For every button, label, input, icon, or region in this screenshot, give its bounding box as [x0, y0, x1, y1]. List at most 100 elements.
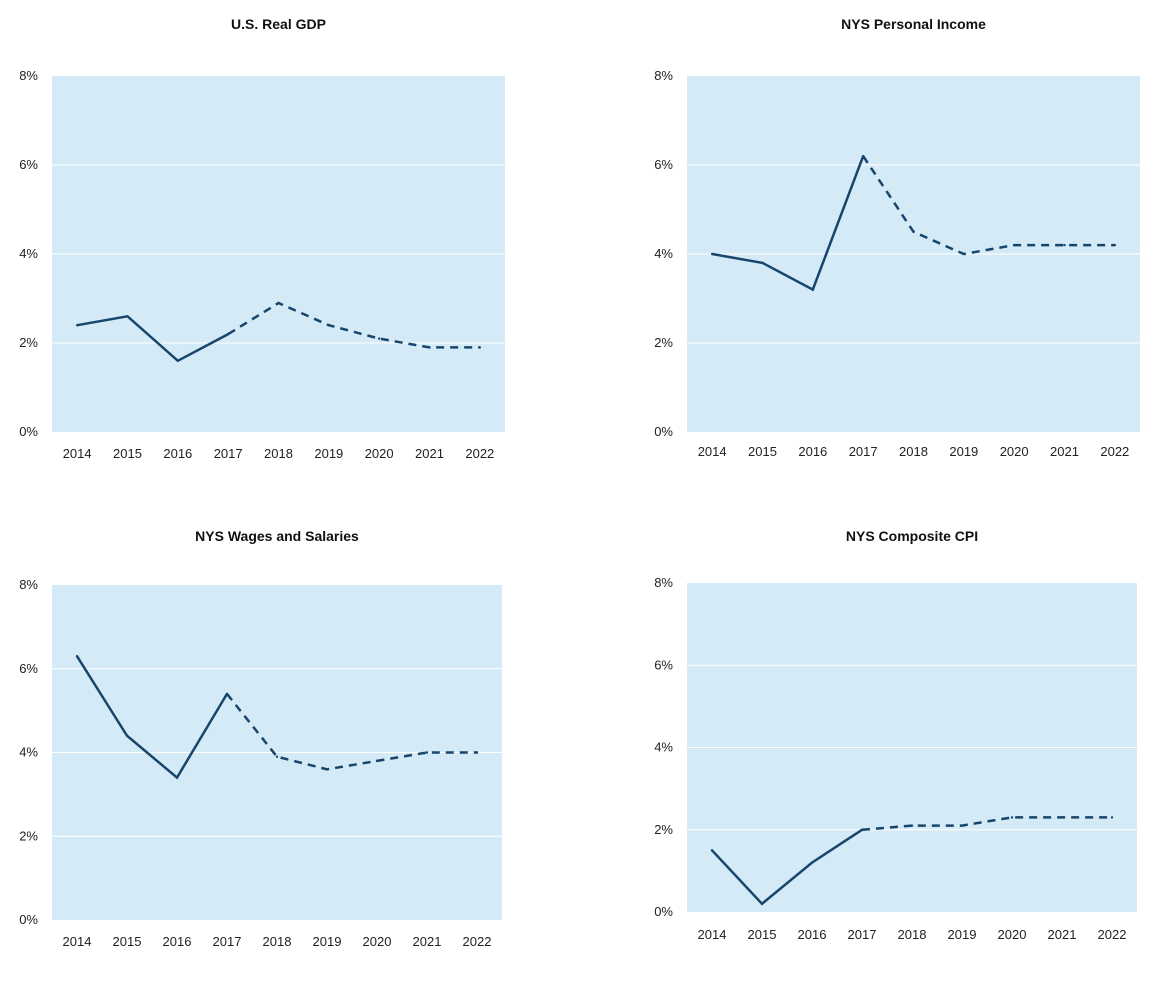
y-tick-label: 6% — [654, 157, 673, 172]
y-tick-label: 2% — [654, 335, 673, 350]
x-tick-label: 2022 — [1098, 927, 1127, 942]
x-tick-label: 2018 — [264, 446, 293, 461]
y-tick-label: 0% — [654, 904, 673, 919]
x-tick-label: 2016 — [163, 446, 192, 461]
y-tick-label: 4% — [654, 246, 673, 261]
data-point — [810, 861, 814, 864]
x-tick-label: 2022 — [465, 446, 494, 461]
y-tick-label: 4% — [654, 740, 673, 755]
series-line-actual — [711, 828, 863, 906]
data-point — [375, 759, 379, 763]
y-tick-label: 8% — [19, 68, 38, 83]
y-tick-label: 0% — [19, 424, 38, 439]
data-point — [125, 734, 129, 737]
data-point — [1012, 243, 1016, 247]
data-point — [325, 768, 329, 771]
data-point — [710, 252, 714, 256]
x-tick-label: 2019 — [949, 444, 978, 459]
data-point — [861, 154, 865, 158]
data-point — [428, 346, 431, 349]
x-tick-label: 2015 — [748, 444, 777, 459]
y-tick-label: 2% — [19, 335, 38, 350]
chart-title: NYS Personal Income — [841, 16, 986, 32]
x-tick-label: 2017 — [848, 927, 877, 942]
x-tick-label: 2016 — [798, 927, 827, 942]
data-point — [327, 324, 331, 327]
x-tick-label: 2014 — [698, 927, 727, 942]
data-point — [811, 288, 815, 291]
chart-title: NYS Composite CPI — [846, 528, 978, 544]
y-tick-label: 0% — [19, 912, 38, 927]
data-point — [377, 337, 381, 340]
data-point — [912, 230, 915, 233]
x-tick-label: 2020 — [363, 934, 392, 949]
data-point — [960, 824, 964, 827]
data-point — [175, 776, 179, 779]
x-tick-label: 2016 — [798, 444, 827, 459]
y-tick-label: 4% — [19, 246, 38, 261]
chart-nys-personal-income: NYS Personal Income 0% 2% 4% 6% 8% 2014 2015 201… — [585, 0, 1169, 490]
data-point — [126, 315, 129, 318]
data-point — [226, 332, 230, 336]
data-point — [1113, 243, 1117, 247]
x-tick-label: 2021 — [1048, 927, 1077, 942]
data-point — [860, 828, 864, 831]
data-point — [176, 359, 180, 362]
y-tick-label: 6% — [654, 657, 673, 672]
x-tick-label: 2016 — [163, 934, 192, 949]
y-tick-label: 6% — [19, 157, 38, 172]
x-tick-label: 2018 — [898, 927, 927, 942]
data-point — [475, 751, 479, 754]
x-tick-label: 2014 — [698, 444, 727, 459]
x-tick-label: 2014 — [63, 934, 92, 949]
x-tick-label: 2018 — [263, 934, 292, 949]
chart-svg: NYS Wages and Salaries 0% 2% 4% 6% 8% 2014 2015… — [19, 528, 502, 949]
data-point — [277, 301, 280, 305]
series-line-forecast — [862, 155, 1115, 256]
x-tick-label: 2015 — [113, 934, 142, 949]
y-tick-label: 8% — [654, 68, 673, 83]
data-point — [275, 755, 279, 758]
data-point — [75, 654, 79, 658]
chart-svg: NYS Composite CPI 0% 2% 4% 6% 8% 2014 2015 2016 2… — [654, 528, 1137, 942]
data-point — [962, 252, 966, 256]
data-point — [761, 261, 764, 265]
chart-title: NYS Wages and Salaries — [195, 528, 359, 544]
data-point — [1060, 816, 1064, 819]
x-tick-label: 2021 — [415, 446, 444, 461]
x-tick-label: 2022 — [463, 934, 492, 949]
chart-nys-composite-cpi: NYS Composite CPI 0% 2% 4% 6% 8% 2014 2015 2016 2… — [585, 505, 1169, 983]
data-point — [760, 902, 764, 905]
x-tick-label: 2017 — [849, 444, 878, 459]
data-point — [1010, 816, 1014, 819]
y-tick-label: 8% — [19, 577, 38, 592]
x-tick-label: 2019 — [314, 446, 343, 461]
chart-nys-wages-and-salaries: NYS Wages and Salaries 0% 2% 4% 6% 8% 2014 2015… — [0, 505, 584, 983]
x-tick-label: 2019 — [948, 927, 977, 942]
series-line-actual — [75, 655, 229, 780]
data-point — [1110, 816, 1114, 819]
x-tick-label: 2015 — [748, 927, 777, 942]
y-tick-label: 2% — [19, 828, 38, 843]
x-tick-label: 2019 — [313, 934, 342, 949]
chart-us-real-gdp: U.S. Real GDP 0% 2% 4% 6% 8% 2014 2015 2016 2017 2… — [0, 0, 584, 490]
series-line-actual — [76, 314, 229, 363]
data-point — [710, 849, 714, 852]
x-tick-label: 2020 — [1000, 444, 1029, 459]
y-tick-label: 2% — [654, 822, 673, 837]
data-point — [478, 346, 482, 349]
x-tick-label: 2020 — [365, 446, 394, 461]
x-tick-label: 2014 — [63, 446, 92, 461]
x-tick-label: 2018 — [899, 444, 928, 459]
x-tick-label: 2017 — [214, 446, 243, 461]
x-tick-label: 2017 — [213, 934, 242, 949]
y-tick-label: 8% — [654, 575, 673, 590]
x-tick-label: 2021 — [413, 934, 442, 949]
x-tick-label: 2015 — [113, 446, 142, 461]
data-point — [1063, 243, 1066, 247]
x-tick-label: 2021 — [1050, 444, 1079, 459]
chart-svg: NYS Personal Income 0% 2% 4% 6% 8% 2014 2015 201… — [654, 16, 1140, 459]
x-tick-label: 2020 — [998, 927, 1027, 942]
chart-svg: U.S. Real GDP 0% 2% 4% 6% 8% 2014 2015 2016 2017 2… — [19, 16, 505, 461]
chart-title: U.S. Real GDP — [231, 16, 326, 32]
